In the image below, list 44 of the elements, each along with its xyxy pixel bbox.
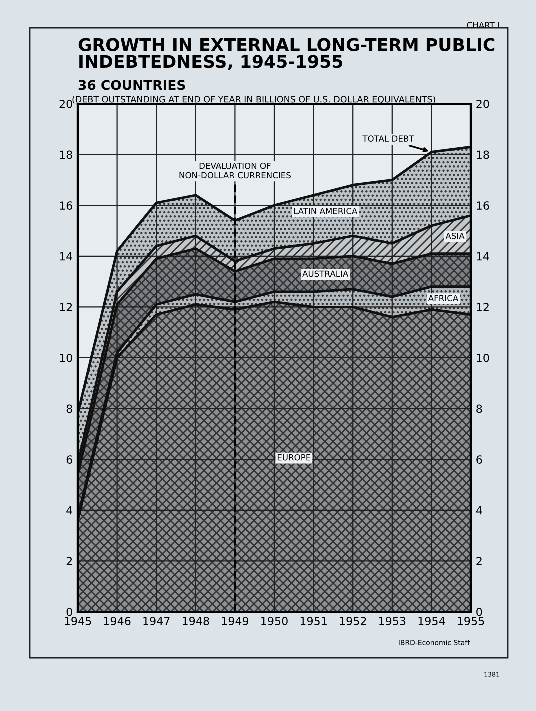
y2-tick-label: 16 bbox=[477, 202, 490, 210]
y-tick-label: 8 bbox=[66, 404, 72, 414]
y-tick-label: 20 bbox=[60, 100, 72, 108]
y2-tick-label: 20 bbox=[476, 100, 490, 108]
y-tick-label: 10 bbox=[60, 354, 72, 362]
text: CHART I bbox=[467, 22, 500, 28]
chart-subtitle: 36 COUNTRIES bbox=[78, 80, 186, 90]
series-label: AFRICA bbox=[428, 295, 459, 302]
y2-tick-label: 10 bbox=[477, 354, 490, 362]
y2-tick-label: 0 bbox=[476, 608, 482, 616]
chart-title: GROWTH IN EXTERNAL LONG-TERM PUBLIC INDEBTEDNESS, 1945-1955 bbox=[78, 38, 495, 70]
y2-tick-label: 12 bbox=[477, 303, 489, 312]
x-tick-label: 1947 bbox=[144, 617, 170, 626]
y-tick-label: 4 bbox=[66, 506, 73, 515]
x-tick-label: 1953 bbox=[379, 617, 406, 626]
y-tick-label: 14 bbox=[60, 252, 73, 261]
x-tick-label: 1946 bbox=[104, 617, 131, 626]
y2-tick-label: 4 bbox=[476, 506, 482, 515]
y2-tick-label: 14 bbox=[477, 252, 490, 261]
series-label: AUSTRALIA bbox=[302, 270, 349, 278]
text: (DEBT OUTSTANDING AT END OF YEAR IN BILLIONS OF U.S. DOLLAR EQUIVALENTS) bbox=[72, 96, 436, 104]
y-tick-label: 16 bbox=[60, 202, 72, 210]
ref-line-label: DEVALUATION OF NON-DOLLAR CURRENCIES bbox=[180, 162, 291, 179]
x-tick-label: 1951 bbox=[300, 617, 327, 626]
x-tick-label: 1954 bbox=[418, 617, 446, 626]
x-tick-label: 1952 bbox=[340, 617, 366, 626]
y-tick-label: 18 bbox=[60, 150, 72, 160]
y-tick-label: 2 bbox=[66, 557, 72, 566]
series-label: LATIN AMERICA bbox=[294, 208, 358, 214]
y2-tick-label: 18 bbox=[477, 150, 490, 160]
y-tick-label: 6 bbox=[66, 456, 72, 464]
annotation: TOTAL DEBT bbox=[362, 136, 414, 142]
series-label: EUROPE bbox=[278, 454, 311, 461]
y-tick-label: 0 bbox=[66, 608, 72, 616]
y-tick-label: 12 bbox=[60, 303, 72, 312]
x-tick-label: 1945 bbox=[65, 617, 92, 626]
series-label: ASIA bbox=[446, 232, 465, 240]
y2-tick-label: 8 bbox=[476, 404, 482, 414]
x-tick-label: 1949 bbox=[222, 617, 249, 626]
x-tick-label: 1948 bbox=[182, 617, 210, 626]
y2-tick-label: 6 bbox=[476, 456, 482, 464]
x-tick-label: 1950 bbox=[262, 617, 288, 626]
y2-tick-label: 2 bbox=[476, 557, 482, 566]
x-tick-label: 1955 bbox=[458, 617, 484, 626]
